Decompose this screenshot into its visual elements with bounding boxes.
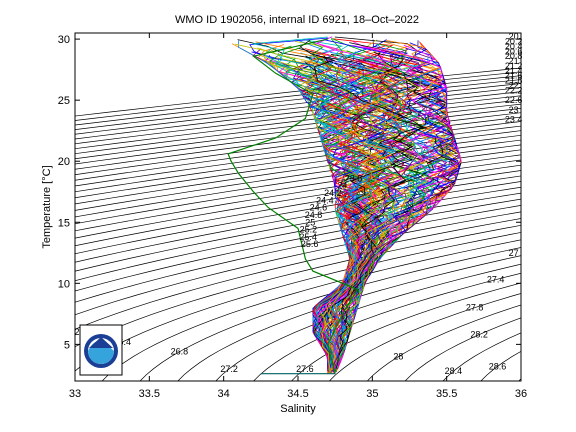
y-tick-label: 5 xyxy=(64,339,70,351)
isopycnal-label: 25 xyxy=(305,217,315,227)
isopycnal-label: 27.8 xyxy=(466,303,484,313)
isopycnal-label: 23 xyxy=(509,105,519,115)
y-tick-label: 30 xyxy=(58,34,70,46)
highlighted-profile-line xyxy=(227,38,359,374)
isopycnal-label: 21.6 xyxy=(505,71,523,81)
y-tick-label: 20 xyxy=(58,156,70,168)
x-tick-label: 34.5 xyxy=(287,388,308,400)
isopycnal-label: 20.2 xyxy=(505,37,523,47)
isopycnal-label: 22.6 xyxy=(505,95,523,105)
isopycnal-label: 28.2 xyxy=(470,330,488,340)
profile-line xyxy=(259,48,384,372)
isopycnal-line xyxy=(215,263,521,381)
isopycnal-line xyxy=(291,282,521,381)
profile-line xyxy=(330,41,442,371)
noaa-logo xyxy=(79,324,123,376)
profile-line xyxy=(316,46,462,370)
profile-line xyxy=(322,48,462,371)
isopycnal-label: 21 xyxy=(509,56,519,66)
isopycnal-line xyxy=(75,232,521,372)
isopycnal-line xyxy=(75,186,521,272)
chart-title: WMO ID 1902056, internal ID 6921, 18–Oct… xyxy=(175,14,419,26)
y-tick-label: 25 xyxy=(58,95,70,107)
isopycnal-label: 25.4 xyxy=(299,232,317,242)
profile-line xyxy=(291,60,356,371)
profile-line xyxy=(257,47,381,371)
profile-line xyxy=(313,42,462,372)
y-axis-ticks: 5 10 15 20 25 30 xyxy=(58,34,521,351)
x-tick-label: 35 xyxy=(366,388,378,400)
isopycnal-line xyxy=(75,198,521,292)
isopycnal-label: 22.2 xyxy=(505,85,523,95)
isopycnal-label: 27 xyxy=(509,248,519,258)
isopycnal-label: 20.6 xyxy=(505,46,523,56)
isopycnal-label: 21.2 xyxy=(505,61,523,71)
profile-line xyxy=(334,43,455,373)
isopycnal-line xyxy=(75,164,521,239)
isopycnal-label: 24 xyxy=(337,181,347,191)
profile-line xyxy=(327,40,462,370)
profile-line xyxy=(322,47,422,371)
isopycnal-label: 20.4 xyxy=(505,41,523,51)
isopycnal-line xyxy=(139,247,521,381)
isopycnal-label: 25.6 xyxy=(301,239,319,249)
isopycnal-label: 24.6 xyxy=(310,203,328,213)
profile-line xyxy=(312,39,461,369)
isopycnal-line xyxy=(75,75,521,126)
profile-line xyxy=(321,63,398,373)
isopycnal-label: 26.8 xyxy=(171,347,189,357)
x-tick-label: 33 xyxy=(69,388,81,400)
isopycnal-line xyxy=(75,144,521,211)
isopycnal-line xyxy=(101,239,521,381)
x-tick-label: 36 xyxy=(515,388,527,400)
isopycnal-line xyxy=(177,255,521,381)
isopycnal-label: 25.2 xyxy=(300,225,318,235)
y-tick-label: 10 xyxy=(58,278,70,290)
isopycnal-line xyxy=(366,304,521,381)
isopycnal-line xyxy=(75,159,521,232)
y-tick-label: 15 xyxy=(58,217,70,229)
isopycnal-label: 21.8 xyxy=(505,76,523,86)
isopycnal-label: 28 xyxy=(393,352,403,362)
isopycnal-label: 23.8 xyxy=(345,173,363,183)
profile-lines xyxy=(227,36,462,375)
profile-line xyxy=(277,52,442,369)
isopycnal-line xyxy=(75,205,521,303)
profile-line xyxy=(332,54,456,371)
isopycnal-line xyxy=(75,192,521,282)
isopycnal-line xyxy=(75,154,521,225)
isopycnal-label: 24.4 xyxy=(316,195,334,205)
isopycnal-label: 28.6 xyxy=(489,361,507,371)
isopycnal-line xyxy=(75,71,521,121)
isopycnal-line xyxy=(404,317,521,381)
isopycnal-label: 20 xyxy=(509,32,519,42)
isopycnal-label: 22 xyxy=(509,81,519,91)
x-axis-ticks: 33 33.5 34 34.5 35 35.5 36 xyxy=(69,33,527,400)
profile-line xyxy=(269,47,395,371)
isopycnal-labels: 2020.220.420.620.82121.221.421.621.82222… xyxy=(74,32,522,377)
isopycnal-line xyxy=(328,293,521,381)
y-axis-label: Temperature [°C] xyxy=(41,165,53,248)
isopycnal-line xyxy=(75,175,521,255)
isopycnal-label: 24.8 xyxy=(305,210,323,220)
isopycnal-label: 27.6 xyxy=(296,364,314,374)
isopycnal-label: 27.4 xyxy=(487,275,505,285)
isopycnal-label: 20.8 xyxy=(505,51,523,61)
isopycnal-label: 28.4 xyxy=(445,366,463,376)
x-tick-label: 34 xyxy=(218,388,230,400)
x-tick-label: 35.5 xyxy=(436,388,457,400)
profile-line xyxy=(260,58,369,369)
isopycnal-label: 21.4 xyxy=(505,66,523,76)
isopycnal-label: 24.2 xyxy=(324,188,342,198)
profile-line xyxy=(263,47,373,371)
isopycnal-line xyxy=(75,170,521,247)
isopycnal-label: 27.2 xyxy=(220,364,238,374)
isopycnal-line xyxy=(75,149,521,218)
profile-line xyxy=(335,52,432,369)
isopycnal-line xyxy=(75,79,521,130)
x-axis-label: Salinity xyxy=(280,403,316,415)
isopycnal-label: 23.4 xyxy=(505,115,523,125)
x-tick-label: 33.5 xyxy=(139,388,160,400)
